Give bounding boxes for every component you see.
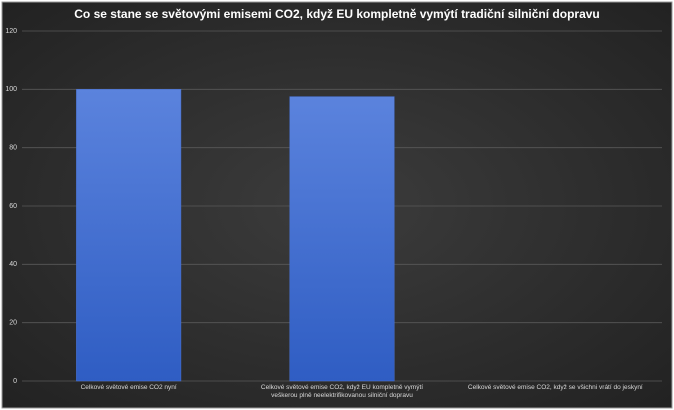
y-tick-label: 0 xyxy=(13,378,17,385)
bar xyxy=(289,96,395,382)
x-tick-label: Celkové světové emise CO2, když EU kompl… xyxy=(260,384,424,399)
y-tick-label: 100 xyxy=(5,86,17,93)
y-tick-label: 20 xyxy=(9,320,17,327)
chart-title: Co se stane se světovými emisemi CO2, kd… xyxy=(74,7,600,21)
y-tick-label: 60 xyxy=(9,203,17,210)
x-tick-label: Celkové světové emise CO2, když se všich… xyxy=(467,384,643,391)
y-tick-label: 120 xyxy=(5,28,17,35)
bar xyxy=(76,89,182,382)
x-tick-label: Celkové světové emise CO2 nyní xyxy=(80,384,177,391)
y-tick-label: 80 xyxy=(9,145,17,152)
y-tick-label: 40 xyxy=(9,261,17,268)
